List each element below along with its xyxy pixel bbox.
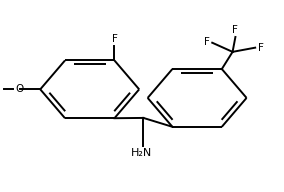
Text: F: F [112,34,117,44]
Text: F: F [233,25,238,35]
Text: H₂N: H₂N [131,148,153,158]
Text: F: F [204,37,209,47]
Text: F: F [258,43,264,53]
Text: O: O [15,84,23,94]
